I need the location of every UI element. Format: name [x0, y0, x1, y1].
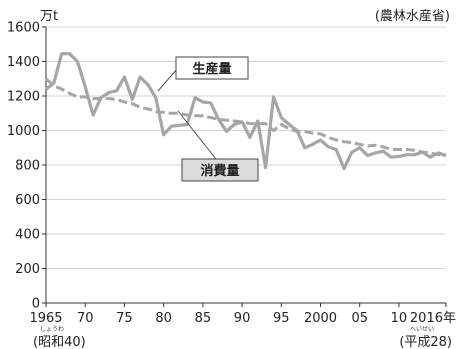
leader-line-production	[157, 68, 178, 92]
y-tick-label: 1600	[7, 21, 40, 36]
label-box-production	[175, 56, 249, 80]
series-line-consumption	[45, 77, 446, 157]
x-tick-label: 10	[391, 311, 408, 326]
y-tick-label: 200	[15, 262, 40, 277]
y-tick-label: 1200	[7, 90, 40, 105]
label-box-consumption	[181, 158, 259, 182]
start-era-ruby: しょうわ	[40, 326, 64, 333]
x-tick-label: 90	[234, 311, 251, 326]
x-tick-label: 85	[195, 311, 212, 326]
start-era-label: (昭和40)	[33, 335, 86, 349]
y-tick-label: 0	[32, 297, 40, 312]
y-tick-label: 600	[15, 193, 40, 208]
y-axis-unit: 万t	[40, 9, 58, 24]
x-axis-ticks: 1965 70 75 80 85 90 95 2000 05 10 2016年	[29, 303, 456, 326]
y-tick-label: 1400	[7, 55, 40, 70]
series-label-consumption: 消費量	[177, 110, 259, 182]
x-tick-label: 2000	[304, 311, 337, 326]
label-text-production: 生産量	[192, 61, 231, 77]
x-tick-label: 95	[273, 311, 290, 326]
series-group	[45, 52, 447, 171]
x-tick-label: 75	[116, 311, 133, 326]
x-tick-label: 2016年	[410, 311, 456, 326]
x-tick-label: 80	[155, 311, 172, 326]
y-axis-ticks: 0 200 400 600 800 1000 1200 1400 1600	[7, 21, 46, 312]
source-label: (農林水産省)	[375, 8, 450, 24]
label-text-consumption: 消費量	[200, 163, 239, 179]
x-tick-label: 1965	[29, 311, 62, 326]
series-label-production: 生産量	[157, 56, 249, 92]
y-tick-label: 800	[15, 159, 40, 174]
leader-line-consumption	[177, 110, 217, 160]
y-tick-label: 1000	[7, 124, 40, 139]
end-era-label: (平成28)	[399, 335, 452, 349]
end-era-ruby: へいせい	[410, 326, 434, 333]
x-tick-label: 70	[77, 311, 94, 326]
x-tick-label: 05	[351, 311, 368, 326]
y-tick-label: 400	[15, 228, 40, 243]
series-line-production	[45, 52, 447, 171]
